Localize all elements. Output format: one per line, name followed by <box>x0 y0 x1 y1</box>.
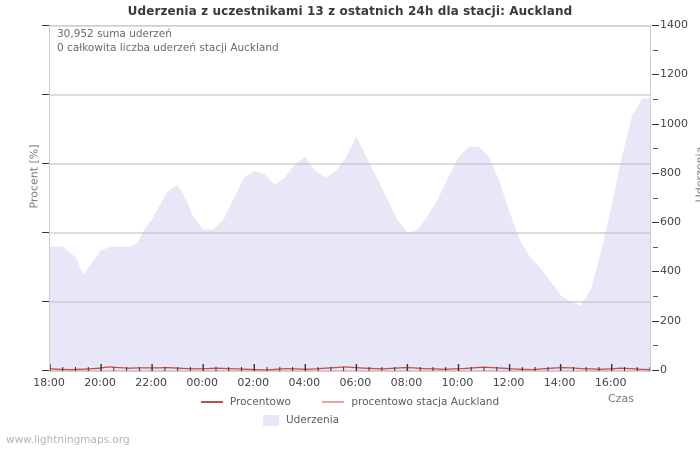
annotation-station-strokes: 0 całkowita liczba uderzeń stacji Auckla… <box>57 42 279 54</box>
x-tick-2200: 22:00 <box>135 376 167 389</box>
y-tick-mark-right-minor <box>653 197 658 199</box>
x-axis-label: Czas <box>608 392 634 405</box>
y-axis-label-left: Procent [%] <box>27 144 41 209</box>
legend-label-uderzenia: Uderzenia <box>285 414 340 426</box>
y-tick-mark-right <box>652 123 659 125</box>
legend-item-procentowo-stacja[interactable]: procentowo stacja Auckland <box>322 396 499 408</box>
legend-row-lines: Procentowo procentowo stacja Auckland <box>0 396 700 408</box>
y-tick-mark-right <box>652 25 659 26</box>
y-tick-mark-right-minor <box>653 148 658 150</box>
x-tick-1800: 18:00 <box>33 376 65 389</box>
x-tick-0600: 06:00 <box>339 376 372 389</box>
y-tick-mark-right-minor <box>653 345 658 347</box>
plot-area <box>49 25 651 372</box>
y-tick-mark-right <box>652 172 659 174</box>
x-tick-0200: 02:00 <box>237 376 270 389</box>
footer-url: www.lightningmaps.org <box>6 434 130 446</box>
y-tick-mark-right <box>652 271 659 273</box>
legend-item-procentowo[interactable]: Procentowo <box>200 396 291 408</box>
y-tick-right-1400: 1400 <box>660 18 688 31</box>
legend-swatch-line-light-icon <box>322 401 345 403</box>
legend-item-uderzenia[interactable]: Uderzenia <box>262 414 340 426</box>
y-tick-mark-left <box>42 301 49 302</box>
x-tick-1600: 16:00 <box>594 376 627 389</box>
x-tick-1400: 14:00 <box>543 376 576 389</box>
y-tick-mark-left <box>42 94 49 95</box>
y-tick-mark-right <box>652 320 659 322</box>
legend-swatch-line-icon <box>200 401 223 403</box>
y-tick-right-1200: 1200 <box>660 67 688 81</box>
y-tick-right-400: 400 <box>660 264 681 278</box>
y-tick-mark-left <box>42 25 49 26</box>
x-tick-2000: 20:00 <box>84 376 116 389</box>
y-tick-mark-right-minor <box>653 98 658 100</box>
y-tick-right-800: 800 <box>660 165 681 179</box>
y-tick-right-1000: 1000 <box>660 116 688 130</box>
y-tick-mark-left <box>42 370 49 371</box>
x-tick-1200: 12:00 <box>492 376 525 389</box>
x-tick-0800: 08:00 <box>390 376 423 389</box>
x-tick-0000: 00:00 <box>186 376 219 389</box>
area-series-uderzenia <box>50 98 650 371</box>
line-series-1 <box>50 366 650 371</box>
x-tick-1000: 10:00 <box>441 376 474 389</box>
y-tick-mark-right <box>652 222 659 224</box>
y-tick-mark-right-minor <box>653 49 658 51</box>
annotation-total-strokes: 30,952 suma uderzeń <box>57 28 172 40</box>
y-tick-mark-right <box>652 370 659 371</box>
x-tick-0400: 04:00 <box>288 376 321 389</box>
y-tick-mark-right <box>652 74 659 76</box>
y-tick-mark-right-minor <box>653 246 658 248</box>
y-tick-right-200: 200 <box>660 313 681 327</box>
y-tick-mark-left <box>42 163 49 164</box>
legend-label-procentowo-stacja: procentowo stacja Auckland <box>351 396 500 408</box>
y-tick-mark-left <box>42 232 49 233</box>
plot-svg <box>50 26 650 371</box>
chart-title: Uderzenia z uczestnikami 13 z ostatnich … <box>127 4 573 18</box>
legend-label-procentowo: Procentowo <box>229 396 291 408</box>
y-tick-right-0: 0 <box>660 363 667 376</box>
legend-row-area: Uderzenia <box>0 414 700 426</box>
y-tick-mark-right-minor <box>653 296 658 298</box>
y-tick-right-600: 600 <box>660 215 681 229</box>
legend-swatch-area-icon <box>262 414 279 426</box>
